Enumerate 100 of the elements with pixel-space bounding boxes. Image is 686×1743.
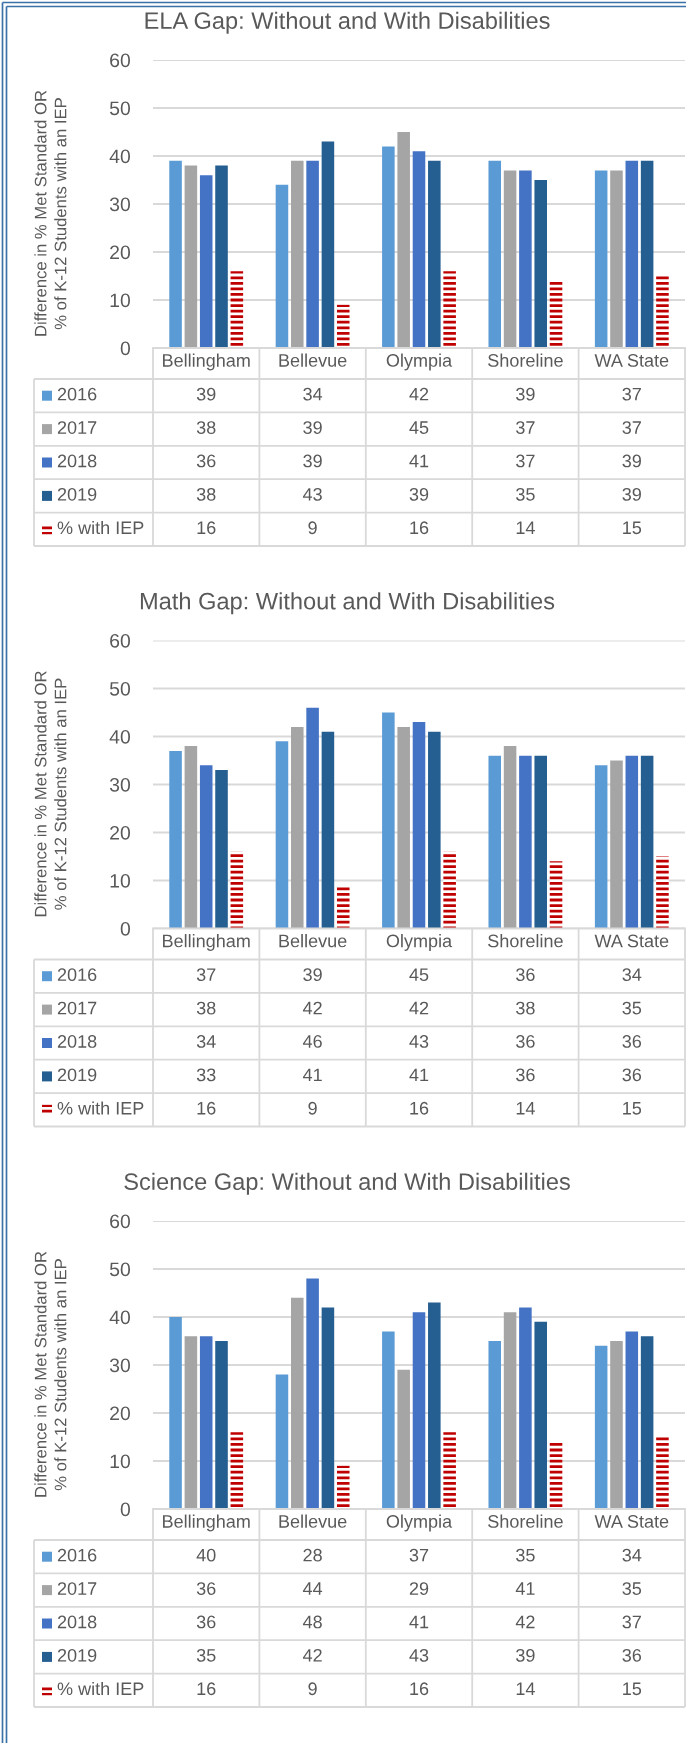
data-label: 34	[196, 1035, 216, 1048]
data-label: 42	[515, 1615, 535, 1629]
data-label: 36	[196, 454, 216, 468]
legend-label: 2018	[57, 1615, 97, 1629]
x-tick-label: Bellingham	[163, 353, 250, 371]
bar	[291, 1297, 304, 1509]
bar	[640, 160, 654, 348]
bar	[306, 1278, 319, 1509]
data-label: 38	[196, 487, 216, 501]
data-label: 34	[622, 968, 642, 982]
bar	[640, 1336, 654, 1509]
bar	[549, 280, 563, 348]
bar	[443, 271, 456, 348]
data-label: 43	[409, 1648, 429, 1662]
y-tick-label: 60	[110, 633, 131, 648]
data-label: 15	[623, 1102, 642, 1115]
data-label: 29	[409, 1582, 429, 1595]
data-label: 39	[303, 421, 322, 434]
data-label: 16	[410, 1101, 429, 1115]
x-tick-label: WA State	[594, 934, 669, 948]
data-label: 16	[197, 1101, 216, 1115]
bar	[230, 1432, 244, 1509]
legend-label: 2019	[57, 487, 97, 501]
bar	[549, 861, 563, 929]
data-label: 37	[516, 454, 535, 468]
x-tick-label: Olympia	[386, 1514, 453, 1532]
bar	[610, 170, 623, 348]
bar	[549, 1441, 563, 1509]
data-label: 37	[622, 387, 641, 401]
data-label: 37	[622, 421, 641, 434]
data-label: 35	[196, 1648, 216, 1662]
y-tick-label: 30	[109, 197, 131, 212]
data-label: 33	[196, 1068, 216, 1082]
legend-label: 2016	[57, 387, 97, 401]
legend-label: % with IEP	[57, 1681, 144, 1696]
data-label: 41	[409, 1068, 429, 1082]
bar	[397, 132, 410, 348]
data-label: 35	[516, 487, 535, 501]
bar	[230, 271, 244, 348]
bar	[610, 760, 623, 929]
data-label: 38	[516, 1001, 535, 1015]
x-tick-label: Bellingham	[163, 1514, 250, 1532]
bar	[428, 160, 441, 348]
data-label: 34	[622, 1548, 642, 1562]
y-tick-label: 20	[110, 245, 131, 260]
bar	[275, 184, 289, 348]
y-tick-label: 50	[109, 681, 131, 696]
y-tick-label: 50	[109, 101, 131, 116]
bar	[625, 160, 639, 348]
bar	[610, 1341, 623, 1509]
data-label: 36	[516, 968, 535, 982]
data-label: 9	[308, 521, 317, 535]
data-label: 37	[409, 1548, 429, 1562]
y-tick-label: 30	[109, 1358, 131, 1373]
bar	[382, 1331, 395, 1509]
data-label: 42	[302, 1001, 322, 1015]
bar	[184, 746, 198, 929]
y-tick-label: 20	[110, 825, 131, 840]
y-tick-label: 40	[109, 149, 131, 164]
data-label: 39	[303, 454, 322, 468]
legend-label: 2017	[57, 1001, 97, 1015]
legend-label: 2017	[57, 421, 97, 434]
data-label: 37	[516, 421, 535, 434]
data-label: 43	[302, 487, 322, 501]
data-label: 36	[622, 1068, 642, 1082]
bar	[397, 726, 410, 929]
bar	[321, 1307, 335, 1509]
bar	[625, 755, 639, 929]
data-label: 36	[516, 1035, 535, 1048]
legend-label: 2016	[57, 968, 97, 982]
bar	[215, 165, 228, 348]
data-label: 37	[622, 1615, 641, 1629]
data-label: 43	[409, 1035, 429, 1048]
bar	[199, 1336, 213, 1509]
y-tick-label: 30	[109, 777, 131, 792]
data-label: 39	[516, 387, 535, 401]
data-label: 36	[196, 1582, 216, 1595]
bar	[534, 180, 547, 348]
chart-title: Math Gap: Without and With Disabilities	[140, 592, 555, 615]
bar	[503, 170, 517, 348]
data-label: 46	[302, 1035, 322, 1048]
bar	[594, 765, 608, 929]
bar	[382, 146, 395, 348]
bar	[215, 1341, 228, 1509]
bar	[230, 851, 244, 929]
bar	[534, 755, 547, 929]
bar	[169, 1317, 182, 1509]
data-label: 39	[516, 1648, 535, 1662]
x-tick-label: Olympia	[386, 353, 453, 371]
bar	[184, 1336, 198, 1509]
bar	[503, 746, 517, 929]
data-label: 38	[196, 1001, 216, 1015]
y-tick-label: 20	[110, 1406, 131, 1421]
bar	[291, 726, 304, 929]
y-axis-title: Difference in % Met Standard OR % of K-12 Students with an IEP	[34, 90, 67, 336]
bar	[488, 755, 502, 929]
data-label: 45	[409, 968, 429, 982]
bar	[656, 1437, 669, 1509]
x-tick-label: Olympia	[386, 934, 453, 951]
bar	[412, 151, 426, 348]
